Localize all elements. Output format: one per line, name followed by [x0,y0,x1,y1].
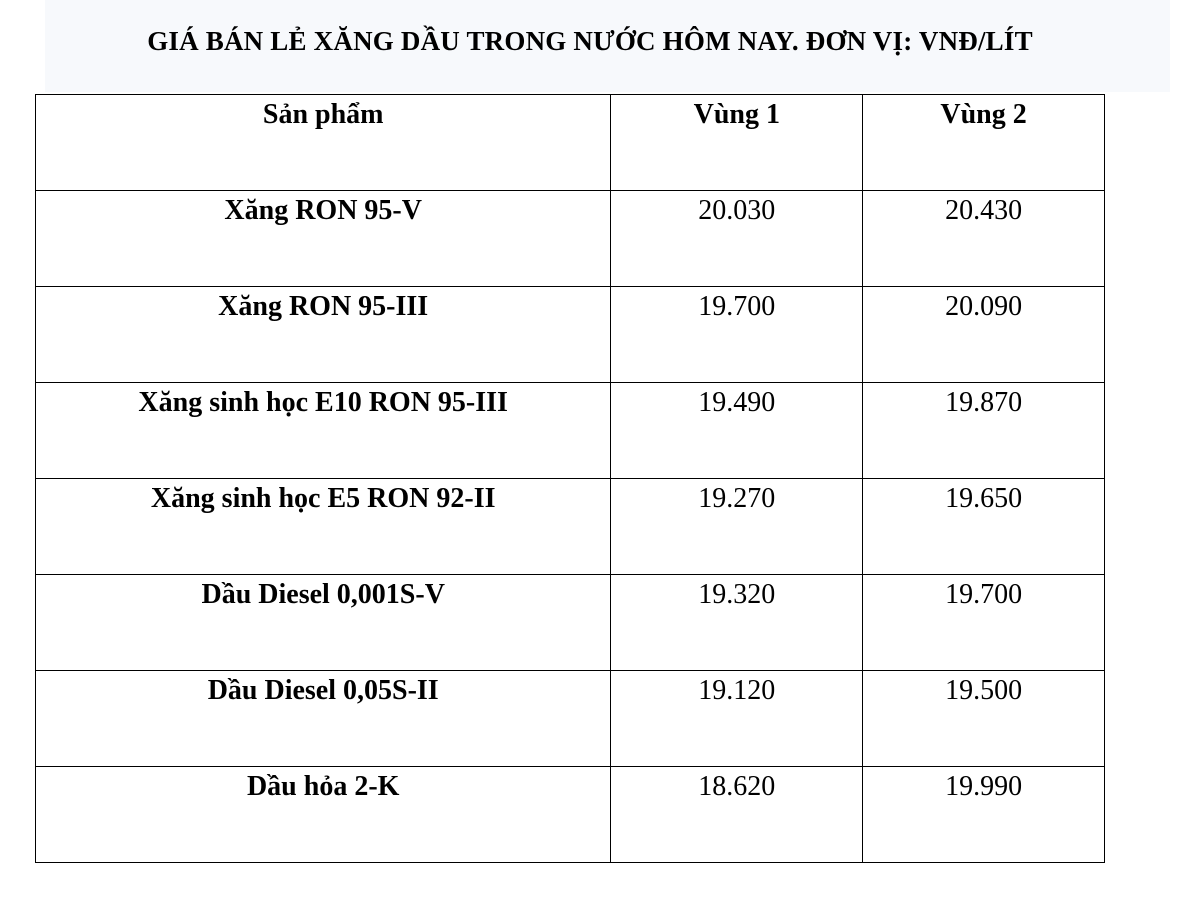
region-1-price-cell: 19.320 [610,574,864,671]
table-row: Dầu Diesel 0,001S-V 19.320 19.700 [34,574,1105,671]
fuel-price-table: Sản phẩm Vùng 1 Vùng 2 Xăng RON 95-V 20.0… [34,94,1105,863]
page-title: GIÁ BÁN LẺ XĂNG DẦU TRONG NƯỚC HÔM NAY. … [147,26,1033,56]
region-2-price-cell: 19.700 [862,574,1105,671]
region-2-price-cell: 20.430 [862,190,1105,287]
product-cell: Dầu hỏa 2-K [34,766,612,863]
region-1-price-cell: 20.030 [610,190,864,287]
product-cell: Xăng RON 95-V [34,190,612,287]
region-2-price-cell: 19.990 [862,766,1105,863]
header-product: Sản phẩm [34,94,612,191]
region-1-price-cell: 19.490 [610,382,864,479]
header-region-1: Vùng 1 [610,94,864,191]
product-cell: Xăng sinh học E10 RON 95-III [34,382,612,479]
product-cell: Dầu Diesel 0,001S-V [34,574,612,671]
table-row: Xăng RON 95-V 20.030 20.430 [34,190,1105,287]
product-cell: Xăng RON 95-III [34,286,612,383]
table-row: Dầu Diesel 0,05S-II 19.120 19.500 [34,670,1105,767]
region-2-price-cell: 19.500 [862,670,1105,767]
product-cell: Xăng sinh học E5 RON 92-II [34,478,612,575]
region-1-price-cell: 19.700 [610,286,864,383]
region-1-price-cell: 18.620 [610,766,864,863]
table-row: Xăng sinh học E10 RON 95-III 19.490 19.870 [34,382,1105,479]
header-region-2: Vùng 2 [862,94,1105,191]
product-cell: Dầu Diesel 0,05S-II [34,670,612,767]
region-2-price-cell: 19.650 [862,478,1105,575]
title-band [45,0,1170,92]
region-2-price-cell: 20.090 [862,286,1105,383]
table-row: Xăng RON 95-III 19.700 20.090 [34,286,1105,383]
table-row: Xăng sinh học E5 RON 92-II 19.270 19.650 [34,478,1105,575]
region-1-price-cell: 19.270 [610,478,864,575]
region-1-price-cell: 19.120 [610,670,864,767]
region-2-price-cell: 19.870 [862,382,1105,479]
table-row: Dầu hỏa 2-K 18.620 19.990 [34,766,1105,863]
table-header-row: Sản phẩm Vùng 1 Vùng 2 [34,94,1105,191]
